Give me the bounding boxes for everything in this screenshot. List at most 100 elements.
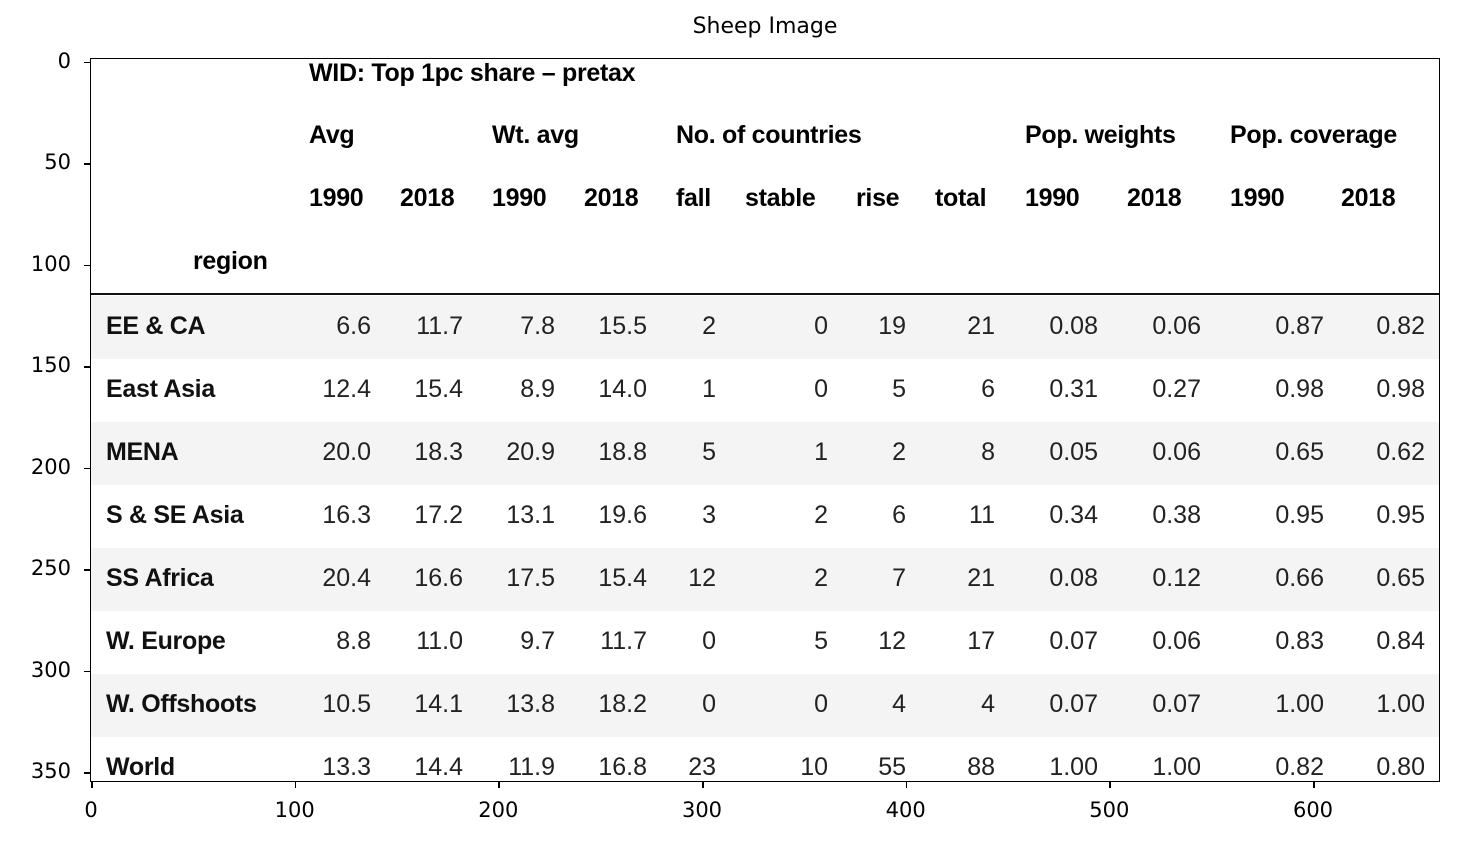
table-cell: 16.3 (322, 501, 371, 529)
table-cell: 1.00 (1152, 753, 1201, 781)
table-cell: 12.4 (322, 375, 371, 403)
row-label: EE & CA (106, 312, 206, 340)
table-cell: 11.7 (600, 627, 647, 655)
table-cell: 14.0 (598, 375, 647, 403)
table-cell: 23 (688, 753, 716, 781)
y-tick-label: 200 (30, 454, 71, 479)
image-axes: WID: Top 1pc share – pretax Avg Wt. avg … (90, 58, 1440, 782)
table-cell: 8.9 (520, 375, 555, 403)
y-tick-label: 300 (30, 657, 71, 682)
col-header: stable (745, 184, 816, 212)
table-cell: 7.8 (520, 312, 555, 340)
table-cell: 0.95 (1376, 501, 1425, 529)
x-tick-mark (702, 782, 704, 788)
y-tick-mark (84, 467, 90, 469)
table-cell: 0.82 (1275, 753, 1324, 781)
table-row: EE & CA 6.6 11.7 7.8 15.5 2 0 19 21 0.08 0.06 0.87 0… (91, 296, 1439, 359)
table-row: MENA 20.0 18.3 20.9 18.8 5 1 2 8 0.05 0.06 0.65 0.62 (91, 422, 1439, 485)
col-header: 2018 (1341, 184, 1396, 212)
col-header: total (935, 184, 987, 212)
col-header: 2018 (584, 184, 639, 212)
x-tick-label: 100 (274, 798, 315, 822)
index-header-region: region (193, 247, 268, 275)
x-tick-mark (91, 782, 93, 788)
row-label: W. Europe (106, 627, 226, 655)
row-label: World (106, 753, 175, 781)
table-cell: 0.98 (1376, 375, 1425, 403)
table-row: World 13.3 14.4 11.9 16.8 23 10 55 88 1.00 1.00 0.8… (91, 737, 1439, 781)
table-cell: 20.9 (506, 438, 555, 466)
table-cell: 18.8 (598, 438, 647, 466)
table-cell: 0.08 (1049, 564, 1098, 592)
table-cell: 12 (688, 564, 716, 592)
table-cell: 11.0 (416, 627, 463, 655)
group-header-no-of-countries: No. of countries (676, 121, 862, 149)
col-header: rise (856, 184, 900, 212)
x-tick-label: 500 (1089, 798, 1130, 822)
col-header: 1990 (309, 184, 364, 212)
table-cell: 17.2 (414, 501, 463, 529)
table-cell: 0.83 (1275, 627, 1324, 655)
x-tick-mark (498, 782, 500, 788)
table-cell: 7 (892, 564, 906, 592)
table-cell: 0.65 (1376, 564, 1425, 592)
table-cell: 1.00 (1376, 690, 1425, 718)
table-cell: 15.4 (598, 564, 647, 592)
y-tick-mark (84, 61, 90, 63)
x-tick-mark (294, 782, 297, 788)
x-tick-label: 600 (1292, 798, 1334, 822)
row-label: SS Africa (106, 564, 214, 592)
table-cell: 13.3 (322, 753, 371, 781)
table-cell: 1 (814, 438, 828, 466)
x-tick-mark (905, 782, 908, 788)
table-cell: 16.8 (598, 753, 647, 781)
table-cell: 13.1 (506, 501, 555, 529)
col-header: 2018 (1127, 184, 1182, 212)
table-cell: 0.62 (1376, 438, 1425, 466)
table-cell: 21 (967, 564, 995, 592)
table-cell: 0 (814, 690, 828, 718)
table-cell: 8 (981, 438, 995, 466)
table-cell: 1 (702, 375, 716, 403)
table-cell: 0.06 (1152, 627, 1201, 655)
table-row: SS Africa 20.4 16.6 17.5 15.4 12 2 7 21 0.08 0.12 0… (91, 548, 1439, 611)
table-cell: 5 (892, 375, 906, 403)
header-divider (91, 293, 1439, 295)
row-label: East Asia (106, 375, 215, 403)
table-cell: 6 (981, 375, 995, 403)
table-cell: 0.31 (1049, 375, 1098, 403)
table-cell: 0.12 (1152, 564, 1201, 592)
y-tick-mark (84, 772, 90, 774)
table-cell: 1.00 (1049, 753, 1098, 781)
x-tick-mark (1109, 782, 1111, 788)
table-cell: 0.98 (1275, 375, 1324, 403)
group-header-pop-coverage: Pop. coverage (1230, 121, 1397, 149)
table-cell: 5 (702, 438, 716, 466)
col-header: fall (676, 184, 711, 212)
y-tick-label: 50 (44, 150, 71, 174)
row-label: W. Offshoots (106, 690, 257, 718)
table-cell: 14.4 (414, 753, 463, 781)
y-tick-label: 0 (57, 48, 71, 73)
y-tick-label: 100 (30, 251, 71, 276)
table-cell: 14.1 (414, 690, 463, 718)
table-cell: 0.06 (1152, 312, 1201, 340)
table-cell: 0.65 (1275, 438, 1324, 466)
table-cell: 0.66 (1275, 564, 1324, 592)
y-tick-label: 250 (30, 556, 71, 580)
y-tick-label: 150 (30, 353, 71, 377)
col-header: 2018 (400, 184, 455, 212)
table-row: East Asia 12.4 15.4 8.9 14.0 1 0 5 6 0.31 0.27 0.98… (91, 359, 1439, 422)
table-cell: 6 (892, 501, 906, 529)
table-cell: 13.8 (506, 690, 555, 718)
table-cell: 0.82 (1376, 312, 1425, 340)
y-tick-mark (84, 569, 90, 571)
table-cell: 0.34 (1049, 501, 1098, 529)
x-tick-label: 300 (681, 798, 723, 822)
x-tick-mark (1313, 782, 1315, 788)
table-cell: 2 (702, 312, 716, 340)
table-cell: 10 (800, 753, 828, 781)
plot-title: Sheep Image (692, 14, 838, 39)
table-cell: 9.7 (520, 627, 555, 655)
row-label: MENA (106, 438, 179, 466)
